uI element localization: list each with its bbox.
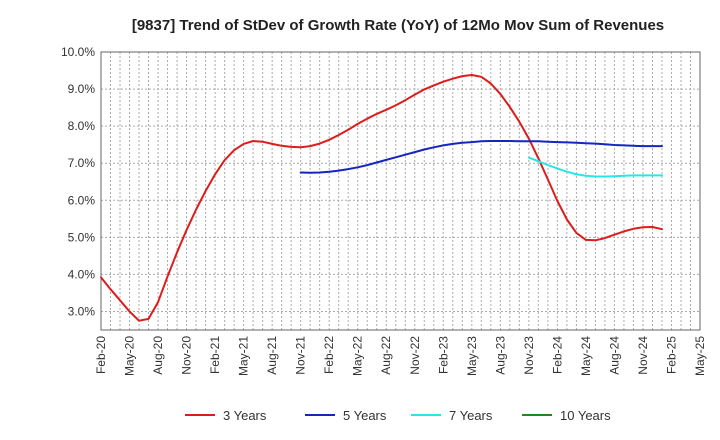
- y-tick-label: 3.0%: [68, 304, 96, 318]
- x-tick-label: Feb-21: [208, 336, 222, 374]
- x-tick-label: Nov-23: [522, 336, 536, 375]
- x-tick-label: Aug-23: [493, 336, 507, 375]
- x-tick-label: Aug-20: [151, 336, 165, 375]
- y-tick-label: 4.0%: [68, 267, 96, 281]
- x-tick-label: Feb-20: [94, 336, 108, 374]
- x-tick-label: Feb-24: [550, 336, 564, 374]
- x-tick-label: Nov-20: [180, 336, 194, 375]
- x-tick-label: Feb-25: [664, 336, 678, 374]
- legend-label: 7 Years: [449, 408, 493, 423]
- x-tick-label: Aug-24: [607, 336, 621, 375]
- legend: 3 Years 5 Years 7 Years 10 Years: [185, 408, 611, 423]
- series-lines: [100, 74, 663, 322]
- x-tick-label: Nov-21: [294, 336, 308, 375]
- series-line-3-years: [100, 74, 663, 322]
- y-tick-label: 5.0%: [68, 230, 96, 244]
- chart-title: [9837] Trend of StDev of Growth Rate (Yo…: [132, 17, 664, 34]
- legend-label: 3 Years: [223, 408, 267, 423]
- x-tick-label: May-20: [123, 336, 137, 376]
- y-tick-label: 10.0%: [61, 45, 95, 59]
- x-tick-label: Feb-23: [436, 336, 450, 374]
- y-tick-label: 8.0%: [68, 119, 96, 133]
- x-tick-label: Nov-22: [408, 336, 422, 375]
- legend-label: 5 Years: [343, 408, 387, 423]
- x-tick-label: May-24: [579, 336, 593, 376]
- x-tick-label: Aug-22: [379, 336, 393, 375]
- x-tick-label: May-25: [693, 336, 707, 376]
- series-line-5-years: [299, 140, 663, 174]
- y-tick-label: 7.0%: [68, 156, 96, 170]
- legend-label: 10 Years: [560, 408, 611, 423]
- x-tick-label: Aug-21: [265, 336, 279, 375]
- x-tick-label: Feb-22: [322, 336, 336, 374]
- x-tick-label: May-22: [351, 336, 365, 376]
- x-tick-label: Nov-24: [636, 336, 650, 375]
- y-tick-label: 6.0%: [68, 193, 96, 207]
- x-tick-label: May-21: [237, 336, 251, 376]
- x-tick-label: May-23: [465, 336, 479, 376]
- series-line-7-years: [527, 156, 663, 178]
- gridlines: [101, 51, 700, 330]
- x-axis: Feb-20 May-20 Aug-20 Nov-20 Feb-21 May-21 Aug-…: [94, 336, 707, 376]
- plot-area: [100, 51, 701, 331]
- y-tick-label: 9.0%: [68, 82, 96, 96]
- y-axis: 3.0% 4.0% 5.0% 6.0% 7.0% 8.0% 9.0% 10.0%: [61, 45, 95, 318]
